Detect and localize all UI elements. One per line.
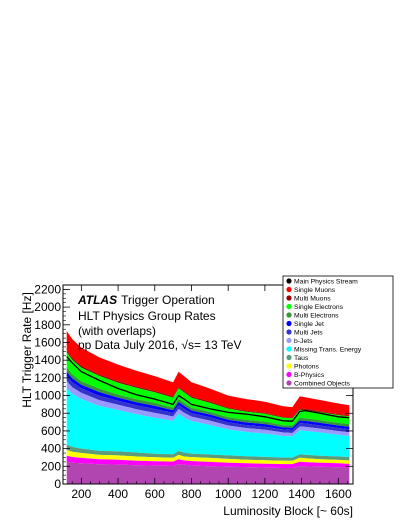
legend-entry: Combined Objects: [286, 380, 351, 387]
y-tick-label: 1200: [34, 371, 61, 385]
legend-label: Missing Trans. Energy: [294, 346, 362, 353]
legend-label: B-Physics: [294, 372, 325, 379]
x-axis-label: Luminosity Block [~ 60s]: [223, 504, 353, 518]
legend-swatch: [286, 320, 292, 327]
x-tick-label: 1200: [252, 487, 279, 501]
y-axis-label: HLT Trigger Rate [Hz]: [20, 292, 34, 408]
legend-swatch: [286, 303, 292, 310]
legend-box: [282, 275, 394, 389]
annotation-line1: ATLAS Trigger Operation: [77, 293, 215, 307]
x-tick-label: 1400: [288, 487, 315, 501]
x-tick-label: 600: [145, 487, 165, 501]
y-tick-label: 0: [54, 477, 61, 491]
stacked-areas: [66, 331, 350, 484]
y-tick-label: 1600: [34, 335, 61, 349]
legend-swatch: [286, 337, 292, 344]
area-single-jet: [66, 371, 350, 430]
legend-entry: Single Jet: [286, 320, 324, 328]
annotation-line4: pp Data July 2016, √s= 13 TeV: [78, 338, 241, 352]
area-multi-muons: [66, 350, 350, 419]
legend-swatch: [286, 354, 292, 361]
annotation-dataset: pp Data July 2016,: [78, 338, 181, 352]
legend-entry: Single Muons: [286, 286, 336, 294]
legend-entry: Single Electrons: [286, 303, 344, 311]
x-tick-label: 400: [108, 487, 128, 501]
legend-swatch: [286, 286, 292, 293]
legend-entry: Multi Jets: [286, 329, 323, 336]
y-tick-label: 1800: [34, 318, 61, 332]
legend-label: Photons: [294, 363, 320, 370]
x-tick-label: 1000: [215, 487, 242, 501]
x-tick-label: 800: [181, 487, 201, 501]
annotation-sqrt-s: √s: [181, 338, 194, 352]
legend-entry: Photons: [286, 363, 320, 370]
legend-entry: Missing Trans. Energy: [286, 346, 362, 353]
area-multi-jets: [66, 375, 350, 433]
area-single-muons: [66, 331, 350, 418]
area-photons: [66, 449, 350, 465]
y-tick-label: 200: [41, 459, 61, 473]
x-tick-label: 200: [71, 487, 91, 501]
y-tick-label: 1400: [34, 353, 61, 367]
legend-label: Multi Jets: [294, 329, 323, 336]
area-combined-objects: [66, 461, 350, 484]
legend-entry: Main Physics Stream: [286, 278, 358, 285]
legend-entry: B-Physics: [286, 371, 325, 379]
legend-swatch: [286, 329, 292, 335]
atlas-annotation: ATLAS Trigger Operation HLT Physics Group…: [77, 293, 241, 352]
annotation-line3: (with overlaps): [78, 324, 156, 338]
area-taus: [66, 444, 350, 461]
area-single-electrons: [66, 352, 350, 426]
y-tick-label: 600: [41, 424, 61, 438]
legend-swatch: [286, 380, 292, 386]
legend-label: Main Physics Stream: [294, 278, 358, 285]
area-multi-electrons: [66, 367, 350, 428]
y-tick-label: 800: [41, 406, 61, 420]
legend-label: Single Jet: [294, 321, 324, 328]
legend-label: Taus: [294, 355, 309, 362]
annotation-trigger-operation: Trigger Operation: [121, 293, 215, 307]
legend-entry: Multi Electrons: [286, 312, 339, 319]
y-tick-label: 1000: [34, 389, 61, 403]
legend-label: Single Electrons: [294, 304, 344, 311]
annotation-energy: = 13 TeV: [194, 338, 241, 352]
y-tick-label: 400: [41, 442, 61, 456]
axis-ticks: 200 400 600 800 1000 1200 1400 1600 0 200 400 600 80…: [34, 282, 353, 501]
legend-entry: Taus: [286, 354, 309, 362]
legend-entry: b-Jets: [286, 337, 313, 345]
legend-label: Combined Objects: [294, 380, 351, 387]
y-tick-label: 2200: [34, 282, 61, 296]
y-tick-label: 2000: [34, 300, 61, 314]
atlas-label: ATLAS: [77, 293, 117, 307]
line-main-physics-stream: [66, 356, 350, 422]
legend-swatch: [286, 346, 292, 352]
legend-label: Multi Electrons: [294, 312, 339, 319]
legend-swatch: [286, 371, 292, 378]
area-b-physics: [66, 455, 350, 468]
legend-entry: Multi Muons: [286, 295, 331, 302]
legend-swatch: [286, 295, 292, 301]
x-tick-label: 1600: [325, 487, 352, 501]
annotation-line2: HLT Physics Group Rates: [78, 309, 216, 323]
legend-label: Multi Muons: [294, 295, 331, 302]
legend-label: Single Muons: [294, 287, 336, 294]
area-missing-trans-energy: [66, 388, 350, 458]
legend-swatch: [286, 363, 292, 369]
main-stream-line: [66, 356, 350, 422]
legend-swatch: [286, 312, 292, 318]
legend-swatch: [286, 278, 292, 284]
area-b-jets: [66, 381, 350, 437]
legend-label: b-Jets: [294, 338, 313, 345]
